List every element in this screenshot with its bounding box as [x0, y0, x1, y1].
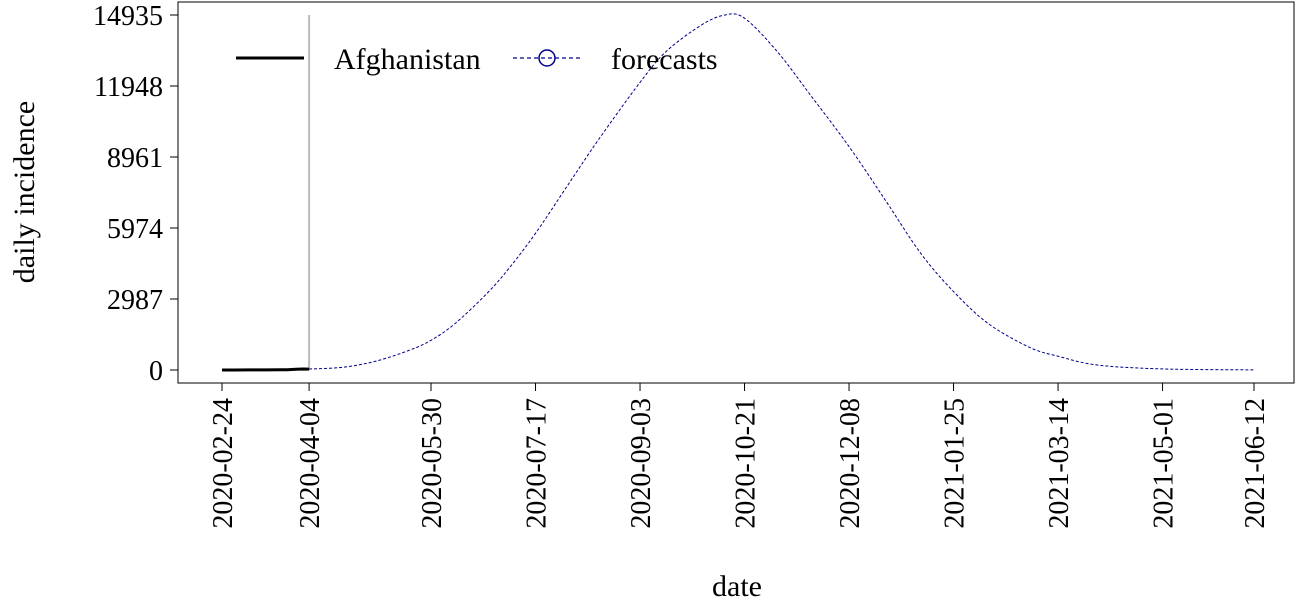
legend: Afghanistan forecasts — [236, 43, 718, 76]
x-tick-label: 2020-02-24 — [208, 398, 239, 529]
x-tick-label: 2020-05-30 — [417, 398, 448, 529]
y-tick-label: 14935 — [93, 1, 163, 32]
legend-marker-forecasts — [538, 49, 556, 67]
x-axis: 2020-02-24 2020-04-04 2020-05-30 2020-07-17… — [208, 382, 1271, 529]
x-tick-label: 2021-06-12 — [1240, 398, 1271, 529]
x-tick-label: 2021-03-14 — [1044, 398, 1075, 529]
x-tick-label: 2020-10-21 — [731, 398, 762, 529]
series-forecasts — [309, 13, 1255, 371]
y-tick-label: 8961 — [107, 143, 163, 174]
x-tick-label: 2021-01-25 — [940, 398, 971, 529]
x-tick-label: 2021-05-01 — [1149, 398, 1180, 529]
y-tick-label: 0 — [149, 356, 163, 387]
legend-label-forecasts: forecasts — [611, 43, 718, 76]
x-tick-label: 2020-07-17 — [522, 398, 553, 529]
y-axis: 0 2987 5974 8961 11948 14935 — [93, 1, 179, 387]
y-tick-label: 2987 — [107, 285, 163, 316]
y-axis-title: daily incidence — [8, 101, 41, 283]
y-tick-label: 5974 — [107, 214, 163, 245]
x-tick-label: 2020-09-03 — [626, 398, 657, 529]
y-tick-label: 11948 — [94, 72, 163, 103]
legend-label-afghanistan: Afghanistan — [334, 43, 481, 76]
x-tick-label: 2020-12-08 — [835, 398, 866, 529]
x-axis-title: date — [712, 570, 762, 600]
series-layer — [221, 13, 1255, 372]
series-afghanistan — [221, 367, 310, 372]
x-tick-label: 2020-04-04 — [295, 398, 326, 529]
